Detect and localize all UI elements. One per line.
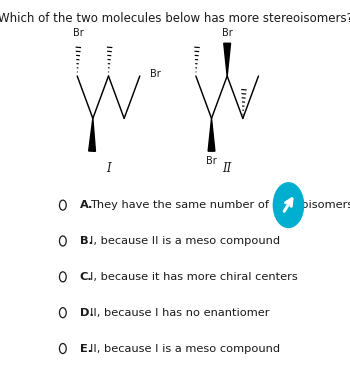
- Text: Br: Br: [206, 156, 217, 166]
- Text: II: II: [223, 162, 232, 175]
- Text: Br: Br: [150, 69, 160, 79]
- Text: I, because II is a meso compound: I, because II is a meso compound: [90, 236, 280, 246]
- Text: I: I: [106, 162, 111, 175]
- Text: Which of the two molecules below has more stereoisomers?: Which of the two molecules below has mor…: [0, 13, 350, 25]
- Text: Br: Br: [222, 28, 232, 38]
- Text: Br: Br: [73, 28, 84, 38]
- Text: They have the same number of stereoisomers: They have the same number of stereoisome…: [90, 200, 350, 210]
- Text: C.: C.: [80, 272, 92, 282]
- Text: E.: E.: [80, 344, 92, 353]
- Text: A.: A.: [80, 200, 93, 210]
- Text: B.: B.: [80, 236, 93, 246]
- Text: I, because it has more chiral centers: I, because it has more chiral centers: [90, 272, 298, 282]
- Circle shape: [273, 183, 303, 228]
- Text: D.: D.: [80, 308, 94, 317]
- Polygon shape: [224, 43, 231, 76]
- Polygon shape: [208, 118, 215, 151]
- Polygon shape: [89, 118, 96, 151]
- Text: II, because I has no enantiomer: II, because I has no enantiomer: [90, 308, 270, 317]
- Text: II, because I is a meso compound: II, because I is a meso compound: [90, 344, 280, 353]
